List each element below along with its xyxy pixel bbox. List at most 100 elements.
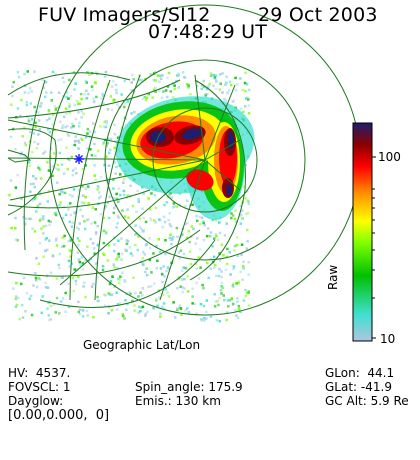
noise-pixel: [116, 256, 119, 259]
noise-pixel: [51, 174, 54, 178]
noise-pixel: [141, 97, 145, 101]
noise-pixel: [164, 252, 167, 256]
noise-pixel: [37, 119, 41, 122]
noise-pixel: [131, 204, 135, 208]
noise-pixel: [113, 266, 116, 269]
noise-pixel: [54, 311, 57, 314]
noise-pixel: [121, 271, 124, 274]
noise-pixel: [57, 91, 61, 94]
noise-pixel: [177, 72, 180, 76]
noise-pixel: [246, 96, 249, 100]
noise-pixel: [154, 206, 158, 210]
noise-pixel: [157, 289, 160, 292]
noise-pixel: [159, 315, 162, 318]
noise-pixel: [35, 256, 38, 260]
noise-pixel: [65, 95, 68, 99]
noise-pixel: [55, 181, 59, 184]
noise-pixel: [90, 285, 94, 288]
noise-pixel: [71, 173, 75, 177]
noise-pixel: [247, 98, 250, 101]
noise-pixel: [220, 275, 223, 279]
noise-pixel: [32, 174, 35, 178]
noise-pixel: [70, 225, 74, 228]
noise-pixel: [169, 233, 172, 236]
noise-pixel: [55, 237, 58, 240]
noise-pixel: [101, 268, 105, 272]
noise-pixel: [212, 73, 215, 77]
noise-pixel: [154, 86, 157, 90]
noise-pixel: [156, 74, 160, 77]
noise-pixel: [133, 304, 136, 307]
meridian: [7, 157, 206, 161]
noise-pixel: [178, 304, 181, 307]
noise-pixel: [99, 195, 102, 198]
noise-pixel: [83, 93, 86, 96]
noise-pixel: [130, 81, 133, 84]
noise-pixel: [116, 222, 119, 225]
noise-pixel: [172, 235, 175, 239]
noise-pixel: [80, 110, 83, 113]
noise-pixel: [110, 309, 114, 312]
noise-pixel: [189, 92, 192, 96]
noise-pixel: [60, 163, 64, 166]
noise-pixel: [144, 244, 148, 247]
noise-pixel: [222, 294, 225, 297]
noise-pixel: [170, 242, 173, 246]
noise-pixel: [141, 230, 145, 233]
noise-pixel: [23, 141, 27, 145]
noise-pixel: [186, 275, 189, 278]
noise-pixel: [93, 174, 96, 177]
noise-pixel: [200, 318, 203, 321]
noise-pixel: [142, 263, 145, 267]
noise-pixel: [208, 234, 212, 238]
noise-pixel: [64, 310, 67, 313]
noise-pixel: [85, 89, 88, 92]
noise-pixel: [215, 274, 218, 277]
noise-pixel: [97, 185, 100, 189]
noise-pixel: [246, 211, 250, 215]
noise-pixel: [106, 179, 110, 183]
noise-pixel: [79, 264, 82, 267]
noise-pixel: [113, 123, 116, 126]
noise-pixel: [34, 125, 37, 128]
noise-pixel: [139, 291, 142, 294]
noise-pixel: [181, 269, 184, 272]
noise-pixel: [71, 194, 74, 198]
noise-pixel: [162, 215, 166, 219]
noise-pixel: [26, 70, 29, 73]
noise-pixel: [145, 96, 149, 100]
noise-pixel: [93, 247, 96, 250]
noise-pixel: [38, 219, 42, 222]
noise-pixel: [194, 262, 198, 265]
noise-pixel: [187, 310, 191, 314]
noise-pixel: [96, 276, 99, 279]
noise-pixel: [106, 107, 110, 111]
grid-arc: [23, 79, 46, 251]
noise-pixel: [201, 220, 205, 223]
noise-pixel: [218, 221, 221, 224]
noise-pixel: [77, 111, 80, 114]
noise-pixel: [145, 273, 149, 277]
noise-pixel: [237, 280, 241, 284]
noise-pixel: [30, 90, 33, 93]
noise-pixel: [241, 217, 244, 220]
noise-pixel: [229, 83, 233, 87]
noise-pixel: [181, 278, 184, 281]
noise-pixel: [49, 271, 53, 275]
noise-pixel: [213, 266, 216, 269]
noise-pixel: [120, 252, 124, 256]
noise-pixel: [38, 242, 42, 245]
noise-pixel: [163, 275, 166, 278]
noise-pixel: [203, 224, 206, 227]
fovscl-readout: FOVSCL: 1: [8, 380, 71, 394]
noise-pixel: [126, 208, 129, 211]
noise-pixel: [131, 254, 134, 257]
noise-pixel: [169, 238, 172, 242]
noise-pixel: [53, 104, 56, 108]
noise-pixel: [32, 284, 35, 287]
noise-pixel: [107, 244, 111, 247]
noise-pixel: [90, 154, 94, 157]
noise-pixel: [247, 202, 250, 206]
noise-pixel: [97, 299, 100, 303]
noise-pixel: [195, 214, 198, 218]
